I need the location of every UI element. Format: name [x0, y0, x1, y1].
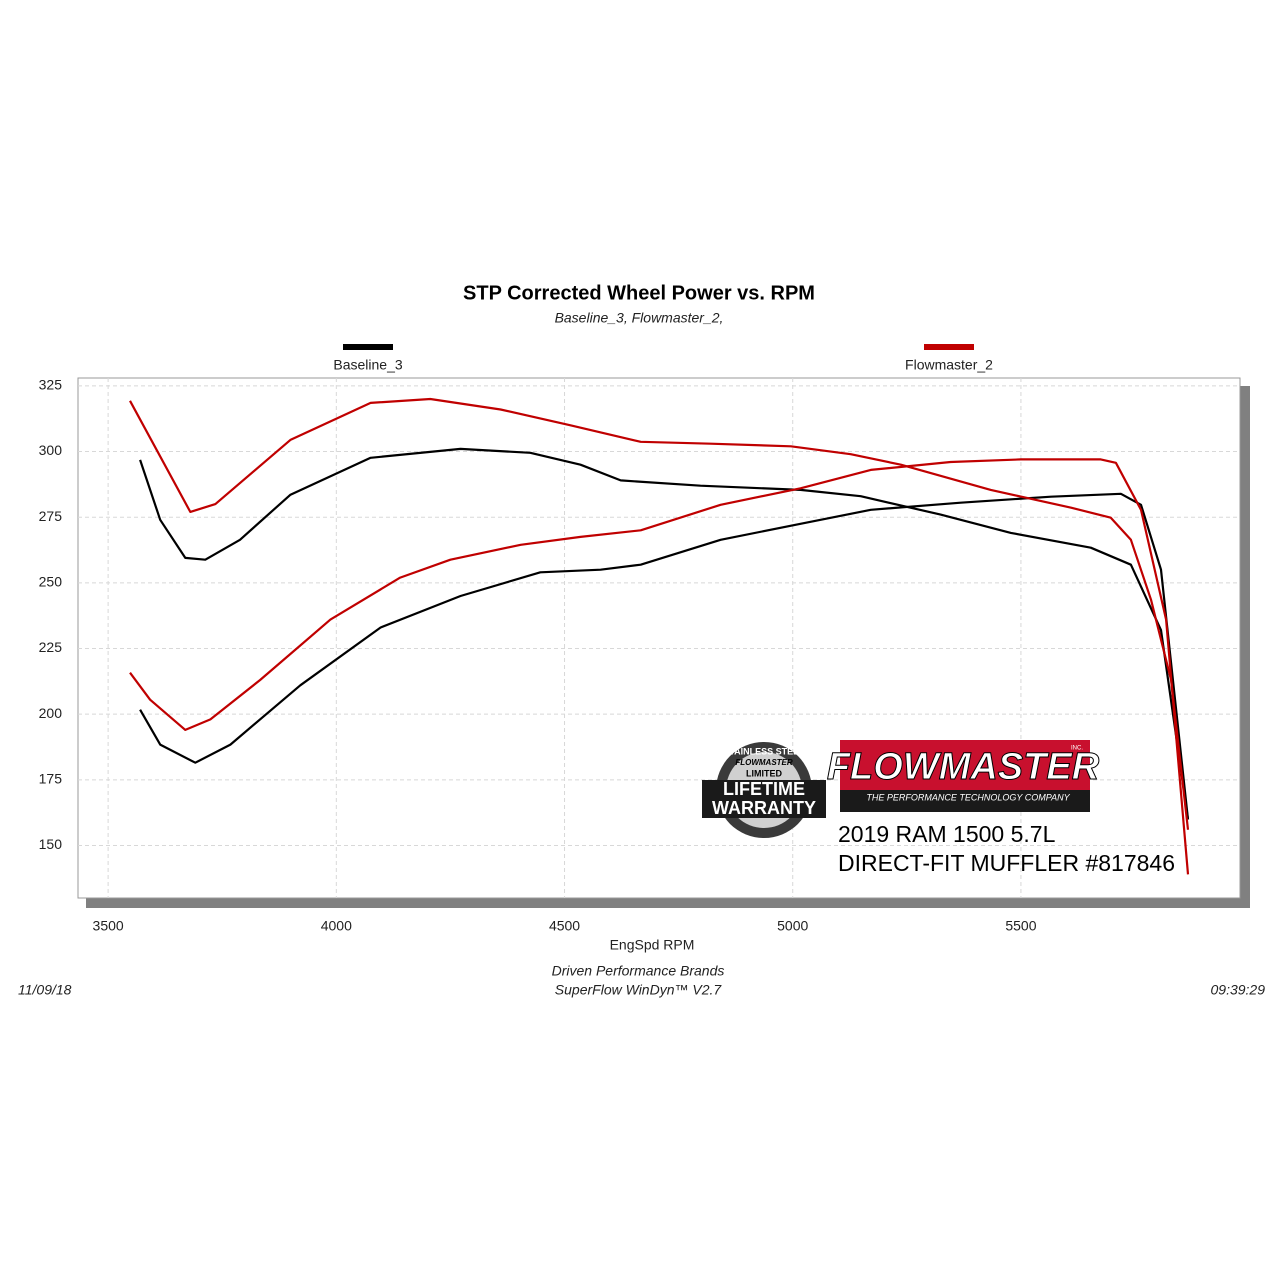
y-tick-label: 200 — [39, 705, 63, 721]
x-tick-label: 3500 — [93, 918, 124, 934]
lines — [129, 397, 1190, 875]
x-axis-label: EngSpd RPM — [610, 937, 695, 953]
x-tick-label: 4500 — [549, 918, 580, 934]
y-tick-label: 150 — [39, 836, 63, 852]
logo-tagline: THE PERFORMANCE TECHNOLOGY COMPANY — [866, 792, 1070, 802]
warranty-badge: STAINLESS STEEL FLOWMASTER LIMITED LIFET… — [702, 742, 826, 838]
logo-inc: INC. — [1071, 746, 1083, 752]
series-line — [139, 447, 1190, 820]
y-tick-label: 225 — [39, 639, 63, 655]
annotation: 2019 RAM 1500 5.7L — [838, 821, 1056, 847]
flowmaster-logo: FLOWMASTER INC. THE PERFORMANCE TECHNOLO… — [826, 740, 1100, 812]
x-tick-label: 5500 — [1005, 918, 1036, 934]
legend-label: Flowmaster_2 — [905, 357, 993, 373]
logo-red — [840, 740, 1090, 790]
y-tick-label: 250 — [39, 574, 63, 590]
y-tick-label: 325 — [39, 377, 63, 393]
y-tick-label: 175 — [39, 771, 63, 787]
badge-top: STAINLESS STEEL — [723, 746, 805, 756]
legend-label: Baseline_3 — [333, 357, 402, 373]
x-tick-label: 4000 — [321, 918, 352, 934]
footer-company: Driven Performance Brands — [552, 963, 725, 979]
series-line — [129, 397, 1190, 830]
badge-line1: LIFETIME — [723, 779, 805, 799]
annotation: DIRECT-FIT MUFFLER #817846 — [838, 850, 1175, 876]
series-line — [129, 458, 1190, 875]
logo-brand: FLOWMASTER — [827, 746, 1100, 788]
footer-software: SuperFlow WinDyn™ V2.7 — [555, 982, 723, 998]
badge-brand: FLOWMASTER — [735, 758, 793, 767]
series-line — [139, 492, 1190, 820]
footer-time: 09:39:29 — [1211, 982, 1266, 998]
badge-band — [702, 780, 826, 818]
x-tick-label: 5000 — [777, 918, 808, 934]
badge-line2: WARRANTY — [712, 798, 816, 818]
y-tick-label: 275 — [39, 508, 63, 524]
y-tick-label: 300 — [39, 442, 63, 458]
chart-title: STP Corrected Wheel Power vs. RPM — [463, 282, 815, 304]
chart-subtitle: Baseline_3, Flowmaster_2, — [555, 310, 724, 326]
badge-limited: LIMITED — [746, 768, 782, 778]
footer-date: 11/09/18 — [18, 982, 72, 998]
plot-area — [77, 377, 1241, 899]
